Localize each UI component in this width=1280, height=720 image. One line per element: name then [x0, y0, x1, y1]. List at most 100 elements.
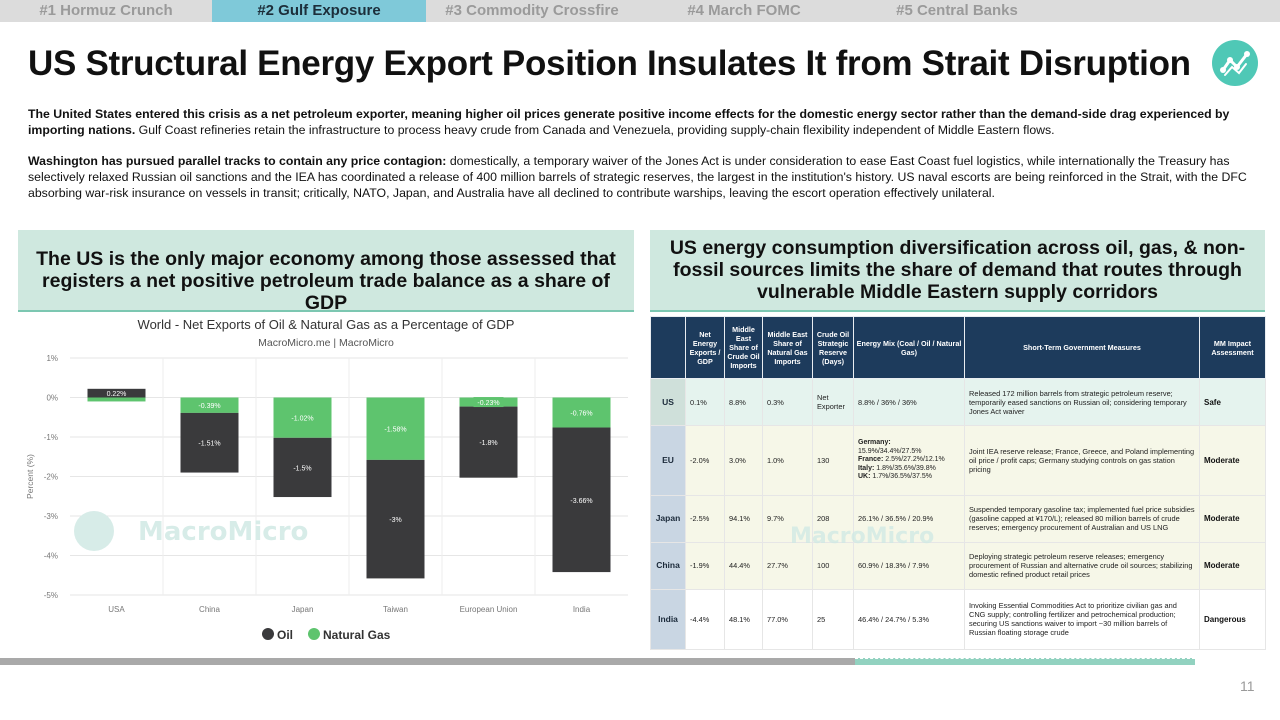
energy-exposure-table: Net Energy Exports / GDP Middle East Sha… [650, 316, 1266, 651]
chart-watermark: MacroMicro [138, 517, 308, 547]
mix-line: UK: 1.7%/36.5%/37.5% [858, 473, 932, 481]
x-tick-label: Taiwan [383, 605, 408, 614]
row-me-gas-share: 0.3% [762, 378, 813, 426]
legend-oil-label: Oil [277, 628, 293, 642]
row-country: India [650, 588, 686, 651]
net-exports-chart: World - Net Exports of Oil & Natural Gas… [18, 312, 634, 650]
row-me-crude-share: 48.1% [724, 588, 763, 651]
x-tick-label: Japan [292, 605, 314, 614]
chart-title: World - Net Exports of Oil & Natural Gas… [138, 317, 515, 332]
bar-label-natural-gas: -0.76% [570, 411, 592, 418]
x-tick-label: India [573, 605, 591, 614]
row-me-crude-share: 8.8% [724, 378, 763, 426]
y-tick-label: -3% [44, 512, 58, 521]
bar-label-oil: -1.8% [479, 440, 497, 447]
row-strategic-reserve: 130 [812, 425, 854, 496]
header-country [650, 316, 686, 379]
bar-oil [180, 412, 239, 473]
row-country: China [650, 541, 686, 590]
tab-march-fomc[interactable]: #4 March FOMC [687, 2, 801, 19]
policy-paragraph-bold: Washington has pursued parallel tracks t… [28, 154, 447, 168]
bar-label-bg [473, 397, 504, 408]
x-tick-label: European Union [460, 605, 518, 614]
bar-label-bg [380, 423, 411, 434]
bar-oil [366, 459, 425, 579]
mix-line: 15.9%/34.4%/27.5% [858, 447, 922, 455]
legend-gas-label: Natural Gas [323, 628, 391, 642]
bar-label-oil: 0.22% [107, 391, 127, 398]
table-row: EU -2.0% 3.0% 1.0% 130 Germany: 15.9%/34… [650, 425, 1266, 496]
x-tick-label: USA [108, 605, 125, 614]
row-me-crude-share: 3.0% [724, 425, 763, 496]
row-government-measures: Deploying strategic petroleum reserve re… [964, 541, 1200, 590]
row-net-exports: -4.4% [685, 588, 725, 651]
row-energy-mix: 8.8% / 36% / 36% [853, 378, 965, 426]
header-strategic-reserve: Crude Oil Strategic Reserve (Days) [812, 316, 854, 379]
right-section-header: US energy consumption diversification ac… [650, 230, 1265, 312]
x-tick-label: China [199, 605, 220, 614]
table-row: US 0.1% 8.8% 0.3% Net Exporter 8.8% / 36… [650, 378, 1266, 426]
bar-label-natural-gas: -0.39% [198, 403, 220, 410]
policy-paragraph: Washington has pursued parallel tracks t… [28, 153, 1256, 201]
tab-commodity-crossfire[interactable]: #3 Commodity Crossfire [445, 2, 619, 19]
y-tick-label: -5% [44, 591, 58, 600]
row-strategic-reserve: 208 [812, 494, 854, 543]
row-me-crude-share: 44.4% [724, 541, 763, 590]
row-strategic-reserve: 100 [812, 541, 854, 590]
row-energy-mix: Germany: 15.9%/34.4%/27.5% France: 2.5%/… [853, 425, 965, 496]
table-header-row: Net Energy Exports / GDP Middle East Sha… [650, 316, 1266, 379]
bar-label-natural-gas: -1.02% [291, 416, 313, 423]
mix-line: France: 2.5%/27.2%/12.1% [858, 456, 945, 464]
page-title: US Structural Energy Export Position Ins… [28, 44, 1191, 83]
row-impact-assessment: Moderate [1199, 541, 1266, 590]
bar-oil [273, 437, 332, 498]
bar-label-natural-gas: -0.23% [477, 400, 499, 407]
mix-line: Germany: [858, 439, 891, 447]
bar-label-oil: -3.66% [570, 498, 592, 505]
row-net-exports: -2.0% [685, 425, 725, 496]
tab-hormuz-crunch[interactable]: #1 Hormuz Crunch [39, 2, 173, 19]
page-number: 11 [1240, 678, 1255, 694]
progress-bar-accent [855, 658, 1195, 665]
row-government-measures: Joint IEA reserve release; France, Greec… [964, 425, 1200, 496]
row-energy-mix: 26.1% / 36.5% / 20.9% [853, 494, 965, 543]
legend-gas-swatch [308, 628, 320, 640]
y-tick-label: 1% [46, 354, 58, 363]
y-tick-label: -4% [44, 552, 58, 561]
header-government-measures: Short-Term Government Measures [964, 316, 1200, 379]
row-impact-assessment: Moderate [1199, 494, 1266, 543]
policy-paragraph-rest: domestically, a temporary waiver of the … [28, 154, 1247, 200]
row-me-gas-share: 77.0% [762, 588, 813, 651]
row-country: US [650, 378, 686, 426]
bar-oil [87, 388, 146, 398]
y-tick-label: -2% [44, 473, 58, 482]
bar-label-bg [287, 412, 318, 423]
row-impact-assessment: Safe [1199, 378, 1266, 426]
intro-paragraph: The United States entered this crisis as… [28, 106, 1256, 138]
table-row: India -4.4% 48.1% 77.0% 25 46.4% / 24.7%… [650, 588, 1266, 651]
row-me-gas-share: 27.7% [762, 541, 813, 590]
table-watermark: MacroMicro [790, 524, 935, 549]
header-net-exports: Net Energy Exports / GDP [685, 316, 725, 379]
bar-label-bg [566, 407, 597, 418]
table-row: Japan -2.5% 94.1% 9.7% 208 26.1% / 36.5%… [650, 494, 1266, 543]
row-energy-mix: 46.4% / 24.7% / 5.3% [853, 588, 965, 651]
y-axis-label: Percent (%) [25, 454, 35, 499]
left-section-header: The US is the only major economy among t… [18, 230, 634, 314]
tab-gulf-exposure[interactable]: #2 Gulf Exposure [212, 0, 426, 22]
row-government-measures: Invoking Essential Commodities Act to pr… [964, 588, 1200, 651]
bar-label-bg [194, 400, 225, 411]
row-impact-assessment: Moderate [1199, 425, 1266, 496]
bar-oil [459, 406, 518, 478]
bar-label-oil: -3% [389, 517, 401, 524]
tab-central-banks[interactable]: #5 Central Banks [896, 2, 1018, 19]
header-energy-mix: Energy Mix (Coal / Oil / Natural Gas) [853, 316, 965, 379]
chart-subtitle: MacroMicro.me | MacroMicro [258, 337, 394, 349]
bar-label-oil: -1.5% [293, 465, 311, 472]
intro-paragraph-rest: Gulf Coast refineries retain the infrast… [135, 123, 1055, 137]
row-country: EU [650, 425, 686, 496]
row-impact-assessment: Dangerous [1199, 588, 1266, 651]
macromicro-logo-icon [1212, 40, 1258, 86]
row-me-gas-share: 9.7% [762, 494, 813, 543]
legend-oil-swatch [262, 628, 274, 640]
